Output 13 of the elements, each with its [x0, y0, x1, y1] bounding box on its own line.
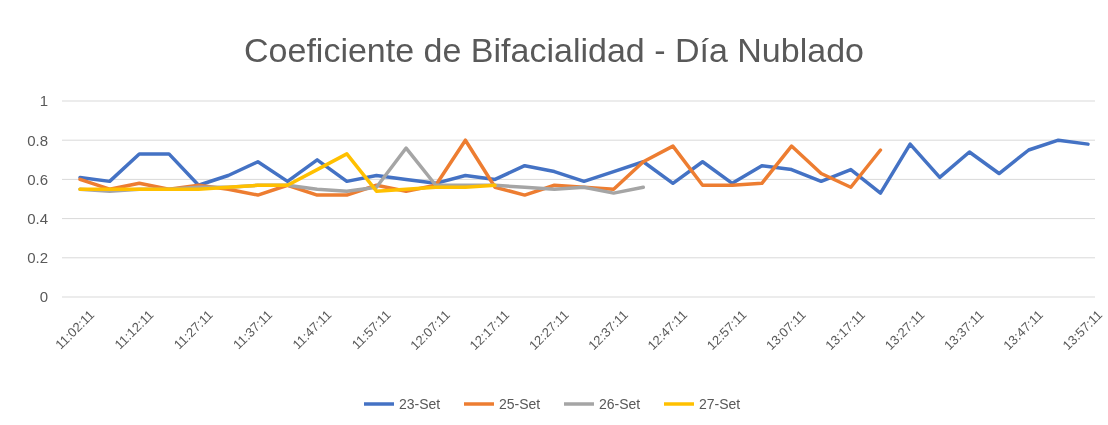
y-tick-label: 0.4: [27, 209, 48, 227]
y-tick-label: 0.2: [27, 249, 48, 267]
legend-label: 27-Set: [699, 396, 741, 412]
chart-title: Coeficiente de Bifacialidad - Día Nublado: [244, 31, 864, 69]
line-series: [78, 152, 497, 193]
y-tick-label: 0.6: [27, 170, 48, 188]
legend-label: 26-Set: [599, 396, 641, 412]
y-tick-label: 0: [39, 288, 48, 306]
y-tick-label: 1: [39, 92, 48, 110]
line-series: [78, 138, 1090, 195]
legend-label: 25-Set: [499, 396, 541, 412]
y-tick-label: 0.8: [27, 131, 48, 149]
legend-label: 23-Set: [399, 396, 441, 412]
